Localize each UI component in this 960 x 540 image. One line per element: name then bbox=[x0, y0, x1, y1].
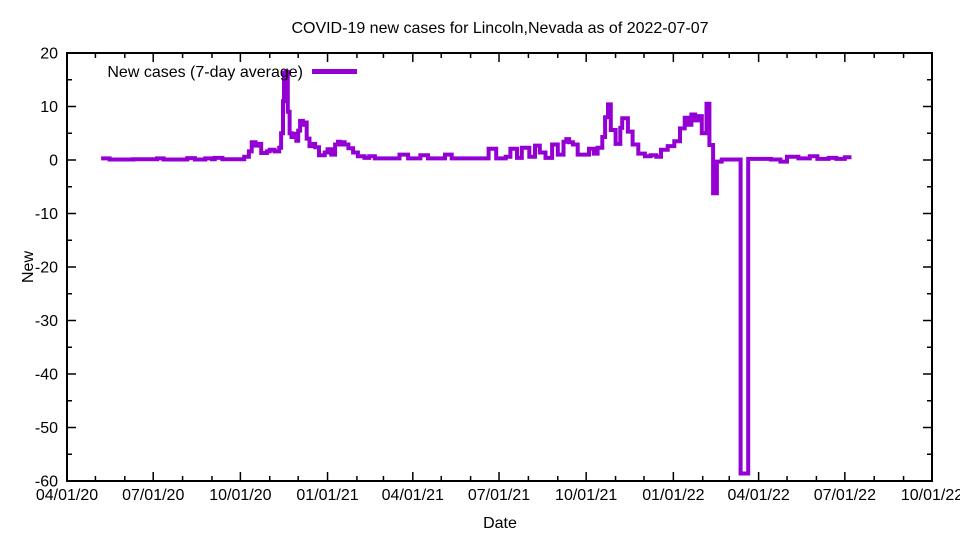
y-tick-label: 20 bbox=[40, 46, 58, 63]
y-tick-label: -20 bbox=[35, 260, 58, 277]
y-axis-tick-labels: -60 -50 -40 -30 -20 -10 0 10 20 bbox=[35, 46, 58, 491]
x-tick-label: 10/01/21 bbox=[555, 487, 617, 504]
y-tick-label: -10 bbox=[35, 206, 58, 223]
legend-label: New cases (7-day average) bbox=[107, 64, 303, 81]
y-tick-label: -40 bbox=[35, 367, 58, 384]
x-tick-label: 07/01/21 bbox=[468, 487, 530, 504]
x-axis-ticks bbox=[66, 53, 933, 481]
x-tick-label: 07/01/22 bbox=[814, 487, 876, 504]
y-axis-ticks bbox=[67, 52, 932, 482]
chart-title: COVID-19 new cases for Lincoln,Nevada as… bbox=[291, 20, 708, 37]
y-tick-label: -60 bbox=[35, 474, 58, 491]
x-tick-label: 10/01/22 bbox=[901, 487, 960, 504]
x-tick-label: 04/01/20 bbox=[36, 487, 98, 504]
x-tick-label: 01/01/22 bbox=[642, 487, 704, 504]
data-line bbox=[101, 69, 852, 476]
x-tick-label: 07/01/20 bbox=[122, 487, 184, 504]
x-tick-label: 04/01/22 bbox=[727, 487, 789, 504]
x-axis-tick-labels: 04/01/20 07/01/20 10/01/20 01/01/21 04/01/21… bbox=[36, 487, 960, 504]
x-axis-label: Date bbox=[483, 515, 517, 532]
y-tick-label: 10 bbox=[40, 99, 58, 116]
x-tick-label: 01/01/21 bbox=[296, 487, 358, 504]
y-tick-label: -50 bbox=[35, 420, 58, 437]
x-tick-label: 04/01/21 bbox=[382, 487, 444, 504]
plot-frame bbox=[66, 52, 933, 482]
y-tick-label: -30 bbox=[35, 313, 58, 330]
x-tick-label: 10/01/20 bbox=[209, 487, 271, 504]
y-axis-label: New bbox=[20, 251, 37, 283]
legend: New cases (7-day average) bbox=[107, 64, 357, 81]
y-tick-label: 0 bbox=[49, 153, 58, 170]
